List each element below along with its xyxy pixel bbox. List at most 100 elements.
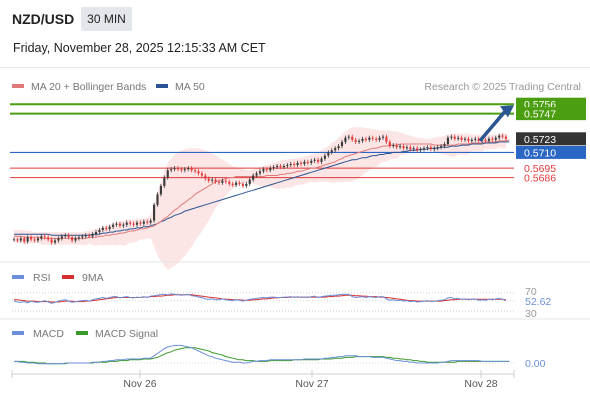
- candle: [364, 136, 367, 142]
- candle: [67, 233, 70, 240]
- candle: [276, 163, 279, 170]
- candle: [334, 146, 337, 153]
- candle-body: [436, 147, 439, 149]
- candle-body: [204, 175, 207, 179]
- candle: [368, 135, 371, 142]
- candle-body: [30, 237, 33, 240]
- candle-body: [129, 222, 132, 224]
- candle-body: [187, 168, 190, 170]
- candle-body: [241, 183, 244, 186]
- candle-body: [426, 147, 429, 149]
- candle: [170, 167, 173, 173]
- candle: [405, 145, 408, 151]
- candle-body: [12, 239, 16, 241]
- candle-body: [446, 137, 449, 145]
- candle-body: [433, 148, 436, 150]
- candle-body: [149, 220, 152, 223]
- candle: [139, 220, 142, 226]
- candle: [371, 135, 374, 141]
- candle-body: [170, 169, 173, 171]
- candle: [36, 236, 39, 243]
- rsi-line: [13, 293, 507, 304]
- candle: [436, 145, 439, 151]
- candle: [388, 139, 391, 149]
- candle-body: [36, 238, 39, 241]
- candle: [344, 135, 347, 145]
- candle-body: [375, 138, 378, 140]
- candle-body: [299, 162, 303, 164]
- candle: [125, 220, 128, 227]
- candle-body: [361, 138, 364, 141]
- candle: [262, 167, 265, 174]
- candle-body: [94, 232, 98, 235]
- candle: [504, 134, 508, 141]
- candle-body: [235, 182, 238, 185]
- candle: [235, 180, 238, 188]
- candle-body: [197, 171, 200, 174]
- candle-body: [347, 136, 350, 138]
- candle: [327, 150, 330, 158]
- timeframe-button[interactable]: 30 MIN: [81, 7, 132, 31]
- candle-body: [504, 136, 508, 139]
- candle-body: [98, 229, 101, 233]
- candle-body: [71, 237, 74, 241]
- candle-body: [77, 237, 80, 239]
- candle: [282, 163, 285, 170]
- candle: [88, 233, 91, 239]
- candle-body: [440, 146, 443, 148]
- candle-body: [132, 223, 135, 225]
- candle-body: [146, 221, 149, 223]
- candle-body: [272, 167, 275, 169]
- candle-body: [501, 135, 504, 137]
- price-tag-label: 0.5686: [524, 173, 556, 185]
- candle-body: [135, 222, 139, 225]
- candle: [320, 156, 323, 164]
- candle-body: [484, 139, 487, 141]
- candle: [375, 136, 378, 142]
- candle: [491, 136, 494, 142]
- candle: [293, 161, 296, 168]
- candle: [16, 237, 19, 243]
- candle: [347, 134, 350, 140]
- candle: [289, 161, 292, 168]
- candle-body: [409, 147, 412, 150]
- candle-body: [67, 235, 70, 238]
- price-tag-label: 0.5723: [524, 134, 556, 146]
- candle: [190, 166, 193, 173]
- price-tag-label: 0.5747: [524, 109, 556, 121]
- candle: [50, 237, 53, 245]
- candle: [53, 238, 57, 245]
- candle: [43, 234, 46, 240]
- candle-body: [57, 238, 60, 241]
- candle-body: [276, 166, 279, 168]
- candle-body: [19, 238, 22, 241]
- candle-body: [173, 168, 176, 170]
- candle: [501, 133, 504, 139]
- candle-body: [334, 148, 337, 151]
- candle: [286, 162, 289, 169]
- candle-body: [402, 146, 405, 149]
- candle: [115, 221, 118, 227]
- header-divider: [0, 67, 590, 68]
- projection-arrow-head: [500, 105, 514, 118]
- candle-body: [176, 168, 180, 170]
- candle-body: [289, 163, 292, 165]
- macd-signal-line: [14, 347, 510, 365]
- candle-body: [330, 150, 333, 153]
- candle-body: [190, 168, 193, 171]
- candle: [217, 179, 221, 185]
- candle: [358, 138, 361, 145]
- candle-body: [491, 138, 494, 140]
- candle-body: [385, 136, 388, 142]
- candle: [255, 171, 258, 178]
- candle-body: [252, 175, 255, 180]
- candle-body: [23, 238, 26, 242]
- macd-axis-label: 0.00: [525, 358, 546, 370]
- candle: [310, 158, 313, 165]
- candle: [337, 144, 340, 151]
- candle: [156, 192, 159, 207]
- candle-body: [200, 173, 203, 176]
- candle: [303, 159, 306, 167]
- candle-body: [207, 178, 210, 181]
- candle: [272, 164, 275, 171]
